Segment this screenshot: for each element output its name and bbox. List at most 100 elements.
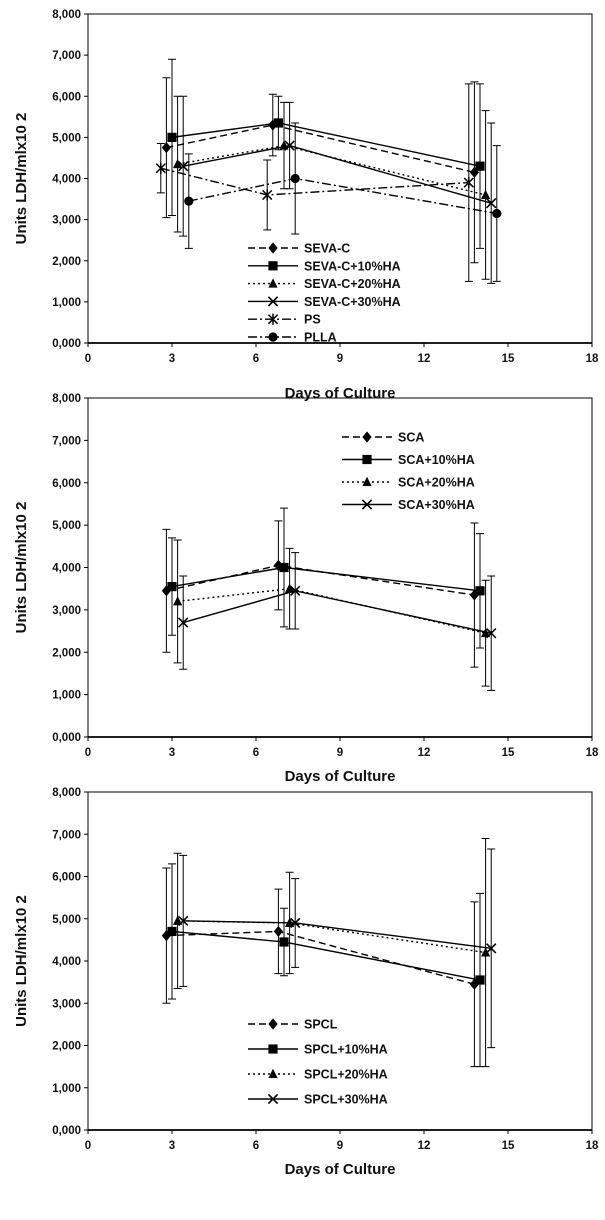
x-tick-label: 9 <box>337 747 343 759</box>
x-axis-label: Days of Culture <box>285 385 396 402</box>
x-tick-label: 18 <box>586 1140 599 1152</box>
data-point <box>469 166 479 178</box>
data-point <box>161 930 171 942</box>
legend-marker <box>268 1044 278 1054</box>
legend-entry: PS <box>304 313 321 327</box>
x-tick-label: 12 <box>418 1140 431 1152</box>
series-seva-c <box>161 77 479 264</box>
legend-marker <box>362 454 372 465</box>
series-line <box>183 144 492 204</box>
plot-area-frame <box>87 397 593 738</box>
data-point <box>469 978 479 990</box>
data-point <box>184 196 194 206</box>
y-tick-label: 1,000 <box>52 690 81 702</box>
data-point <box>486 198 497 209</box>
legend: SPCL SPCL+10%HA SPCL+20%HA SPCL+30%HA <box>248 1018 388 1107</box>
data-point <box>279 937 289 947</box>
data-point <box>167 132 177 142</box>
series-seva-c-30-ha <box>178 95 497 284</box>
x-tick-label: 9 <box>337 353 343 365</box>
x-tick-label: 0 <box>85 353 91 365</box>
y-tick-label: 6,000 <box>52 91 81 103</box>
y-tick-label: 4,000 <box>52 956 81 968</box>
data-point <box>486 943 497 954</box>
legend-marker <box>362 476 372 486</box>
x-tick-label: 12 <box>418 353 431 365</box>
x-tick-label: 3 <box>169 747 175 759</box>
data-point <box>178 915 189 927</box>
x-tick-label: 6 <box>253 1140 259 1152</box>
y-tick-label: 1,000 <box>52 1083 81 1095</box>
y-tick-label: 2,000 <box>52 1041 81 1053</box>
x-tick-label: 3 <box>169 1140 175 1152</box>
data-point <box>178 160 189 172</box>
data-point <box>290 917 301 929</box>
chart-2: 0,000 1,000 2,000 3,000 4,000 5,000 6,000 7,000… <box>13 393 599 785</box>
legend-entry: PLLA <box>304 331 337 345</box>
x-tick-label: 6 <box>253 747 259 759</box>
legend-entry: SCA+30%HA <box>398 498 475 512</box>
x-axis-label: Days of Culture <box>285 1161 396 1178</box>
data-point <box>475 586 485 596</box>
data-point <box>475 161 485 171</box>
series-spcl-20-ha <box>173 837 491 1068</box>
legend-entry: SCA <box>398 431 424 445</box>
y-tick-label: 8,000 <box>52 393 81 405</box>
legend-entry: SEVA-C+20%HA <box>304 277 401 291</box>
legend-entry: SCA+20%HA <box>398 476 475 490</box>
y-tick-label: 0,000 <box>52 338 81 350</box>
x-tick-label: 15 <box>502 747 515 759</box>
data-point <box>273 559 283 571</box>
y-tick-label: 8,000 <box>52 787 81 799</box>
y-tick-label: 5,000 <box>52 132 81 144</box>
data-point <box>161 585 171 597</box>
y-tick-label: 4,000 <box>52 174 81 186</box>
data-point <box>167 581 177 592</box>
x-tick-label: 12 <box>418 747 431 759</box>
chart-1: 0,000 1,000 2,000 3,000 4,000 5,000 6,000 7,000… <box>13 9 599 402</box>
legend: SCA SCA+10%HA SCA+20%HA SCA+30%HA <box>342 431 475 512</box>
legend-marker <box>267 296 279 307</box>
y-axis-label: Units LDH/mlx10 2 <box>13 113 30 245</box>
series-line <box>166 930 475 985</box>
data-point <box>481 947 491 957</box>
legend-entry: SPCL <box>304 1018 338 1032</box>
data-point <box>173 596 183 606</box>
data-point <box>290 173 300 184</box>
series-sca-30-ha <box>178 552 497 691</box>
legend-marker <box>268 242 278 254</box>
series-spcl <box>161 867 479 1068</box>
plot-area-frame <box>87 13 593 344</box>
data-point <box>178 617 189 628</box>
series-line <box>177 144 486 196</box>
legend-entry: SEVA-C+10%HA <box>304 259 401 273</box>
series-sca-20-ha <box>173 539 491 687</box>
data-point <box>268 119 278 131</box>
series-seva-c-20-ha <box>173 95 491 280</box>
legend-entry: SCA+10%HA <box>398 453 475 467</box>
x-tick-label: 9 <box>337 1140 343 1152</box>
y-axis-label: Units LDH/mlx10 2 <box>13 502 30 634</box>
legend-entry: SEVA-C <box>304 242 350 256</box>
legend-marker <box>268 332 278 342</box>
series-plla <box>184 122 502 282</box>
legend-marker <box>361 499 373 510</box>
series-sca <box>161 520 479 668</box>
data-point <box>161 142 171 154</box>
y-tick-label: 3,000 <box>52 215 81 227</box>
legend-marker <box>268 261 278 271</box>
x-tick-label: 0 <box>85 1140 91 1152</box>
y-tick-label: 2,000 <box>52 647 81 659</box>
data-point <box>279 562 289 573</box>
data-point <box>173 158 183 169</box>
data-point <box>167 926 177 937</box>
data-point <box>475 975 485 985</box>
x-axis-label: Days of Culture <box>285 768 396 785</box>
x-tick-label: 6 <box>253 353 259 365</box>
y-tick-label: 6,000 <box>52 478 81 490</box>
data-point <box>173 915 183 925</box>
y-tick-label: 3,000 <box>52 998 81 1010</box>
series-line <box>171 566 481 592</box>
legend-marker <box>268 1068 278 1078</box>
